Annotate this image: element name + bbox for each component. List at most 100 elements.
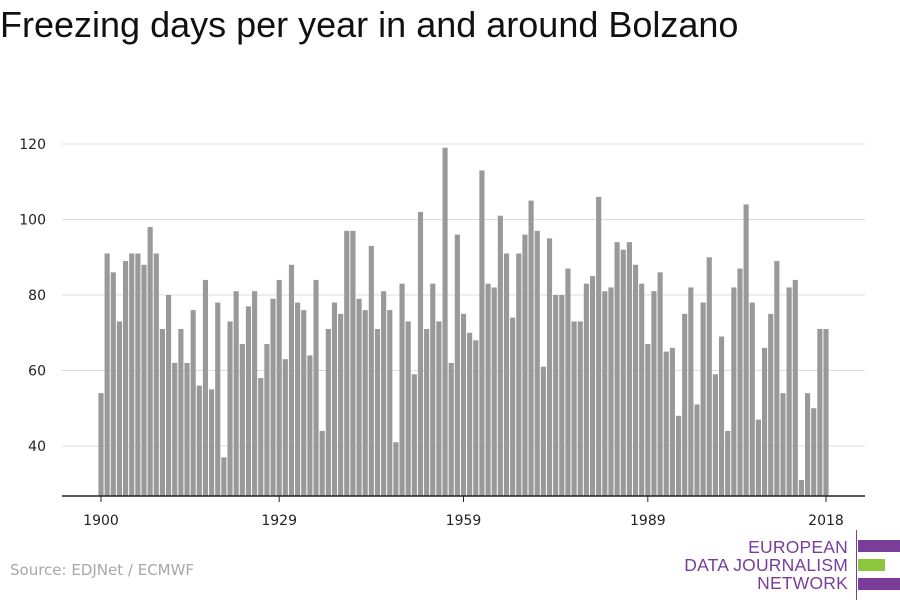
- bar: [546, 238, 553, 496]
- bar: [626, 242, 632, 496]
- bar: [602, 291, 608, 496]
- bar: [534, 230, 540, 496]
- logo-bar-middle: [858, 559, 885, 571]
- bar: [553, 295, 559, 496]
- bar: [374, 328, 381, 496]
- bar: [467, 332, 473, 496]
- bar: [159, 328, 166, 496]
- logo-bar-top: [858, 540, 900, 552]
- bar: [817, 328, 823, 496]
- bar: [725, 430, 731, 496]
- bar: [510, 317, 516, 496]
- bar: [632, 264, 639, 496]
- bars: [98, 147, 829, 497]
- bar: [153, 253, 159, 496]
- bar: [295, 302, 301, 496]
- bar: [356, 298, 362, 496]
- bar: [393, 442, 399, 496]
- chart-title: Freezing days per year in and around Bol…: [0, 4, 739, 45]
- bar: [172, 362, 178, 496]
- bar: [460, 313, 467, 496]
- bar: [166, 295, 172, 496]
- bar: [639, 283, 645, 496]
- bar: [479, 170, 485, 497]
- bar: [614, 242, 620, 496]
- bar: [116, 321, 123, 496]
- bar: [233, 291, 239, 496]
- y-tick-label: 100: [19, 213, 46, 229]
- bar: [737, 268, 743, 496]
- bar: [104, 253, 110, 496]
- bar: [307, 355, 313, 496]
- bar: [571, 321, 577, 496]
- bar: [405, 321, 411, 496]
- bar: [743, 204, 749, 496]
- bar: [669, 347, 675, 496]
- bar: [135, 253, 141, 496]
- bar: [491, 287, 497, 496]
- x-tick-label: 1989: [630, 513, 666, 529]
- bar: [209, 389, 215, 496]
- bar: [141, 264, 147, 496]
- bar: [123, 261, 129, 496]
- bar: [596, 196, 602, 496]
- edjnet-logo: EUROPEAN DATA JOURNALISM NETWORK: [684, 530, 900, 600]
- bar: [276, 279, 282, 496]
- y-tick-label: 120: [19, 137, 46, 153]
- logo-line-1: EUROPEAN: [748, 537, 848, 557]
- bar: [319, 430, 325, 496]
- bar: [688, 287, 694, 496]
- bar: [258, 378, 264, 496]
- bar: [712, 374, 718, 496]
- y-tick-label: 80: [28, 288, 46, 304]
- bar: [559, 295, 565, 496]
- bar: [565, 268, 571, 496]
- bar: [774, 261, 780, 496]
- bar: [583, 283, 589, 496]
- logo-line-3: NETWORK: [757, 573, 848, 593]
- logo-text: EUROPEAN DATA JOURNALISM NETWORK: [684, 538, 848, 592]
- bar: [399, 283, 405, 496]
- bar: [694, 404, 700, 496]
- bar: [811, 408, 817, 496]
- bar: [331, 302, 338, 496]
- bar: [288, 264, 295, 496]
- bar: [620, 249, 626, 496]
- x-axis: 1900 1929 1959 1989 2018: [62, 495, 865, 529]
- logo-divider: [856, 530, 857, 600]
- bar: [190, 310, 196, 496]
- bar: [804, 393, 811, 496]
- bar: [792, 279, 798, 496]
- bar: [245, 306, 252, 496]
- bar: [675, 415, 682, 496]
- bar: [497, 215, 503, 496]
- bar: [362, 310, 368, 496]
- bar: [202, 279, 209, 496]
- bar: [350, 230, 356, 496]
- bar: [749, 302, 755, 496]
- bar: [540, 366, 546, 496]
- bar: [368, 245, 374, 496]
- bar: [344, 230, 350, 496]
- bar: [731, 287, 737, 496]
- bar: [129, 253, 135, 496]
- bar: [282, 359, 288, 496]
- source-note: Source: EDJNet / ECMWF: [10, 561, 195, 579]
- bar: [663, 351, 669, 496]
- bar: [424, 328, 430, 496]
- bar: [589, 276, 596, 496]
- bar: [485, 283, 491, 496]
- y-tick-label: 40: [28, 439, 46, 455]
- bar: [215, 302, 221, 496]
- bar: [430, 283, 436, 496]
- bar: [178, 328, 184, 496]
- bar: [786, 287, 792, 496]
- y-axis-labels: 40 60 80 100 120: [19, 137, 46, 455]
- bar: [381, 291, 387, 496]
- bar: [798, 479, 804, 496]
- bar: [522, 234, 528, 496]
- x-tick-label: 1929: [261, 513, 297, 529]
- bar: [651, 291, 657, 496]
- bar: [755, 419, 761, 496]
